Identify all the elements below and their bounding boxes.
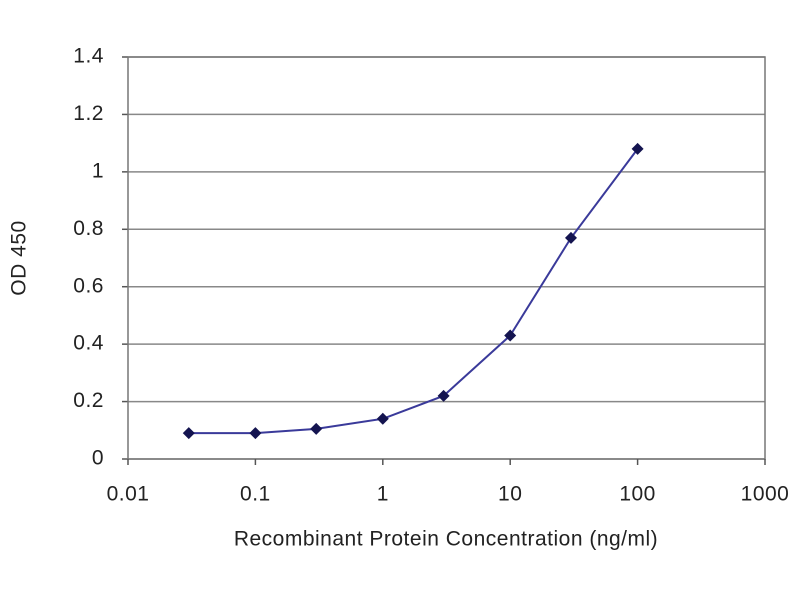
series-line — [188, 148, 639, 435]
data-point — [182, 427, 195, 440]
x-axis-label: Recombinant Protein Concentration (ng/ml… — [234, 528, 658, 551]
x-tick-label: 0.1 — [240, 483, 271, 506]
y-tick-label: 0.6 — [73, 274, 104, 297]
y-tick-label: 0.8 — [73, 217, 104, 240]
x-tick-label: 10 — [498, 483, 522, 506]
data-point — [564, 231, 577, 244]
x-tick-label: 0.01 — [107, 483, 150, 506]
y-tick-label: 0.2 — [73, 389, 104, 412]
y-tick-label: 1.4 — [73, 45, 104, 68]
x-tick-label: 1 — [377, 483, 389, 506]
x-tick-label: 100 — [619, 483, 656, 506]
data-point — [376, 412, 389, 425]
plot-frame — [127, 56, 766, 460]
data-point — [504, 329, 517, 342]
y-tick-label: 1 — [92, 159, 104, 182]
x-tick-label: 1000 — [741, 483, 790, 506]
data-point — [437, 389, 450, 402]
y-tick-label: 1.2 — [73, 102, 104, 125]
y-axis-label: OD 450 — [8, 220, 31, 295]
data-point — [249, 427, 262, 440]
y-tick-label: 0 — [92, 447, 104, 470]
data-point — [310, 422, 323, 435]
y-tick-label: 0.4 — [73, 332, 104, 355]
data-point — [631, 142, 644, 155]
